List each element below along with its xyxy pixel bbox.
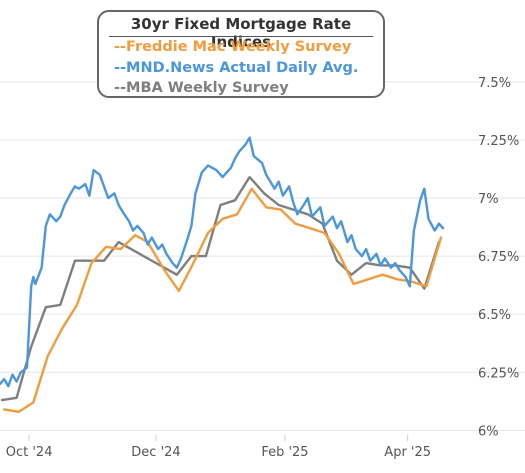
y-tick-label: 7.5%: [478, 76, 511, 91]
y-tick-label: 6.25%: [478, 366, 519, 381]
legend: 30yr Fixed Mortgage Rate Indices --Fredd…: [97, 10, 385, 98]
y-tick-label: 6%: [478, 424, 499, 439]
series-line-freddie-mac: [2, 187, 443, 413]
x-axis-ticks: Oct '24 Dec '24 Feb '25 Apr '25: [6, 445, 431, 460]
x-tick-label: Oct '24: [6, 445, 53, 460]
y-axis-ticks: 6% 6.25% 6.5% 6.75% 7% 7.25% 7.5%: [478, 76, 519, 440]
series-lines: [0, 136, 445, 413]
series-line-mba-weekly: [0, 175, 441, 402]
grid-lines: [0, 81, 525, 441]
x-tick-label: Dec '24: [131, 445, 180, 460]
x-tick-label: Feb '25: [261, 445, 308, 460]
y-tick-label: 6.75%: [478, 250, 519, 265]
legend-item-freddie-mac: --Freddie Mac Weekly Survey: [114, 39, 352, 55]
chart-title: 30yr Fixed Mortgage Rate Indices: [130, 15, 352, 51]
y-tick-label: 7.25%: [478, 134, 519, 149]
y-tick-label: 7%: [478, 192, 499, 207]
y-tick-label: 6.5%: [478, 308, 511, 323]
legend-divider: [109, 36, 373, 37]
legend-item-mba-weekly: --MBA Weekly Survey: [114, 80, 289, 96]
series-line-mnd-daily: [0, 136, 445, 388]
legend-item-mnd-daily: --MND.News Actual Daily Avg.: [114, 60, 359, 76]
x-tick-label: Apr '25: [384, 445, 431, 460]
